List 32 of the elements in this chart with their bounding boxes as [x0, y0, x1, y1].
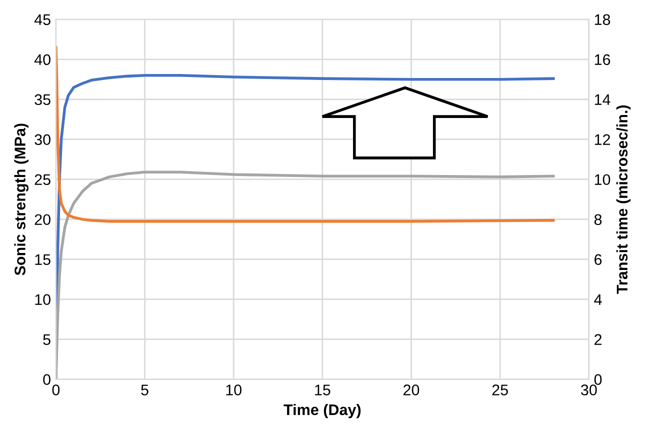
y2-tick-label: 0	[594, 374, 602, 385]
y2-tick-label: 18	[594, 14, 610, 26]
y-tick-label: 25	[34, 174, 50, 186]
y2-tick-label: 10	[594, 174, 610, 186]
x-tick-label: 30	[580, 384, 597, 396]
y-tick-label: 10	[35, 294, 50, 305]
y2-tick-label: 12	[594, 134, 610, 145]
y-tick-label: 5	[43, 334, 50, 345]
y2-tick-label: 14	[594, 94, 610, 105]
line-series	[56, 170, 555, 380]
y2-tick-label: 16	[594, 54, 610, 66]
y-tick-label: 0	[43, 374, 50, 385]
y-tick-label: 35	[34, 94, 50, 106]
y-tick-label: 40	[34, 54, 50, 66]
line-series	[56, 46, 555, 223]
x-tick-label: 10	[226, 384, 242, 396]
y-tick-label: 15	[35, 254, 50, 266]
x-tick-label: 25	[492, 384, 508, 396]
y2-tick-label: 8	[594, 214, 602, 226]
x-tick-label: 0	[52, 384, 60, 396]
y2-axis-title: Transit time (microsec/in.)	[616, 105, 631, 294]
x-tick-label: 20	[404, 384, 420, 396]
y2-tick-label: 4	[594, 294, 602, 305]
x-tick-label: 15	[315, 384, 330, 396]
x-axis-title: Time (Day)	[284, 404, 361, 418]
y-tick-label: 30	[34, 134, 50, 146]
x-tick-label: 5	[141, 384, 148, 396]
y-tick-label: 20	[34, 214, 50, 226]
y-axis-title: Sonic strength (MPa)	[14, 124, 29, 276]
y2-tick-label: 2	[594, 334, 602, 345]
y2-tick-label: 6	[594, 254, 602, 266]
y-tick-label: 45	[34, 14, 50, 26]
